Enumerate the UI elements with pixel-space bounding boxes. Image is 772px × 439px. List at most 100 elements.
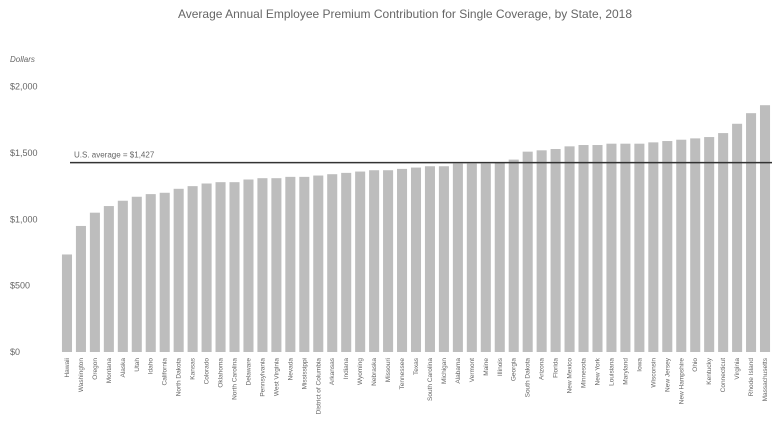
bar [131, 196, 142, 352]
chart-title: Average Annual Employee Premium Contribu… [178, 7, 632, 21]
x-tick-label: Alabama [455, 358, 462, 384]
x-tick-label: Georgia [511, 358, 518, 382]
bar [89, 212, 100, 352]
x-tick-label: Kentucky [706, 357, 713, 384]
x-tick-label: California [162, 358, 169, 386]
y-axis-label: Dollars [10, 55, 35, 64]
bar [173, 188, 184, 352]
x-tick-label: Oklahoma [218, 358, 225, 388]
bar [61, 254, 73, 352]
x-tick-label: Washington [78, 358, 85, 392]
bar [327, 174, 338, 352]
x-tick-label: Ohio [692, 358, 699, 372]
x-tick-label: Missouri [385, 358, 392, 382]
bar [397, 168, 408, 352]
bar [383, 170, 394, 352]
bar [313, 175, 324, 352]
x-tick-label: Connecticut [720, 358, 727, 393]
x-tick-label: Delaware [245, 358, 252, 386]
y-tick-label: $1,500 [10, 148, 38, 158]
bar [746, 113, 757, 352]
bar [732, 123, 743, 352]
x-tick-label: New Mexico [567, 358, 574, 394]
x-tick-label: South Carolina [427, 358, 434, 401]
bar [285, 176, 296, 352]
bar [355, 171, 366, 352]
x-tick-label: Illinois [497, 357, 504, 376]
bar [229, 182, 240, 352]
x-tick-label: Colorado [204, 358, 211, 385]
x-tick-label: Nevada [287, 358, 294, 381]
x-tick-label: Texas [413, 357, 420, 375]
x-tick-label: Louisiana [608, 358, 615, 386]
bar [117, 200, 128, 352]
bar [438, 166, 449, 352]
bar [159, 192, 170, 352]
y-tick-label: $1,000 [10, 214, 38, 224]
bar [676, 139, 687, 352]
y-tick-label: $2,000 [10, 82, 38, 92]
bar [592, 145, 603, 352]
x-tick-label: Utah [134, 358, 141, 372]
bar [75, 225, 86, 352]
x-tick-label: Arkansas [329, 357, 336, 385]
bar [508, 159, 519, 352]
bar [257, 178, 268, 352]
bar [620, 143, 631, 352]
bar [424, 166, 435, 352]
x-tick-label: Michigan [441, 358, 448, 384]
x-tick-label: New Jersey [664, 357, 671, 392]
bar [410, 167, 422, 352]
reference-label: U.S. average = $1,427 [74, 151, 155, 160]
bar [466, 163, 477, 352]
x-tick-label: Minnesota [581, 358, 588, 388]
x-tick-label: Vermont [469, 358, 476, 382]
x-tick-label: Maryland [622, 358, 629, 385]
x-tick-label: Iowa [636, 358, 643, 372]
x-tick-label: Kansas [190, 357, 197, 379]
bar [341, 172, 352, 352]
bar [452, 163, 463, 352]
x-tick-label: Massachusetts [762, 357, 769, 401]
x-tick-label: Wyoming [357, 358, 364, 385]
x-tick-label: Virginia [734, 358, 741, 380]
bar [369, 170, 380, 352]
bar [145, 194, 156, 352]
bar [718, 133, 729, 352]
x-tick-label: Wisconsin [650, 358, 657, 388]
bar [536, 150, 547, 352]
x-tick-label: Hawaii [64, 358, 71, 378]
bar [704, 137, 715, 352]
bar [564, 146, 575, 352]
x-tick-label: Maine [483, 358, 490, 376]
x-tick-label: Florida [553, 358, 560, 378]
x-tick-label: Oregon [92, 358, 99, 380]
bar [578, 145, 589, 352]
bar [522, 151, 533, 352]
bar [480, 163, 491, 352]
x-tick-label: South Dakota [525, 358, 532, 398]
x-tick-label: Arizona [539, 358, 546, 380]
x-tick-label: District of Columbia [315, 358, 322, 415]
bar [299, 176, 310, 352]
x-tick-label: Nebraska [371, 358, 378, 386]
x-tick-label: North Carolina [232, 358, 239, 400]
bar [690, 138, 701, 352]
y-tick-label: $500 [10, 281, 30, 291]
bar [606, 143, 617, 352]
x-tick-label: West Virginia [273, 358, 280, 396]
bar [662, 141, 673, 352]
x-tick-label: Pennsylvania [259, 358, 266, 397]
bar [187, 186, 198, 352]
bar [201, 183, 212, 352]
bar [550, 148, 561, 352]
x-tick-label: Rhode Island [748, 358, 755, 397]
bar [494, 162, 505, 352]
x-tick-label: Montana [106, 358, 113, 384]
x-tick-label: New York [594, 357, 601, 385]
x-tick-label: North Dakota [176, 358, 183, 397]
bar [648, 142, 659, 352]
x-tick-label: Idaho [148, 358, 155, 375]
x-tick-label: Tennessee [399, 358, 406, 390]
